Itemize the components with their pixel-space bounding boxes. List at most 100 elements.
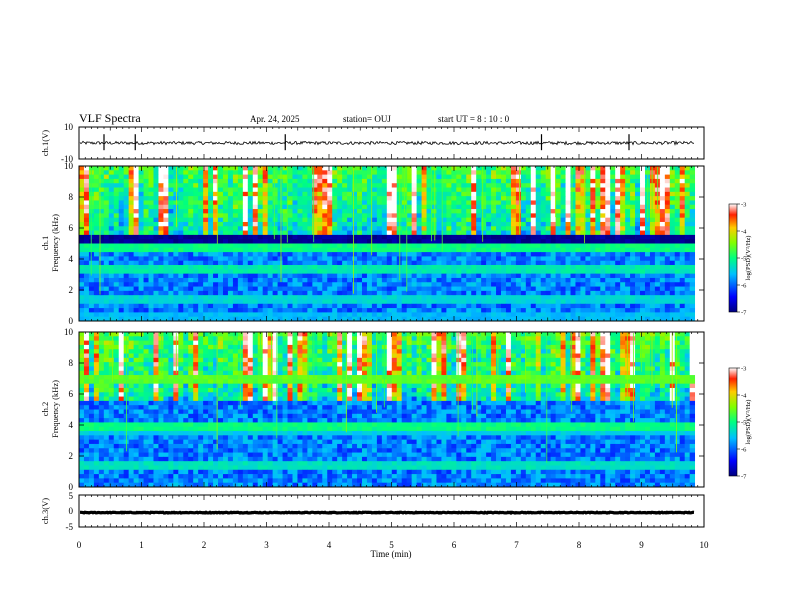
spectrogram-cell	[446, 308, 452, 313]
spectrogram-cell	[307, 230, 313, 236]
spectrogram-cell	[302, 200, 308, 206]
spectrogram-cell	[625, 234, 631, 240]
spectrogram-cell	[471, 213, 477, 219]
spectrogram-cell	[441, 247, 447, 253]
spectrogram-cell	[262, 191, 269, 197]
spectrogram-cell	[242, 213, 249, 219]
spectrogram-cell	[173, 196, 179, 201]
spectrogram-cell	[327, 299, 333, 305]
spectrogram-cell	[322, 234, 328, 240]
spectrogram-cell	[173, 170, 179, 176]
spectrogram-cell	[610, 170, 616, 176]
spectrogram-cell	[580, 256, 586, 262]
ch1-channel-label: ch.1	[40, 236, 50, 250]
spectrogram-cell	[441, 200, 447, 206]
spectrogram-cell	[153, 299, 159, 305]
spectrogram-cell	[302, 265, 308, 270]
spectrogram-cell	[590, 174, 596, 180]
spectrogram-cell	[491, 273, 497, 279]
spectrogram-cell	[610, 183, 616, 188]
spectrogram-cell	[525, 299, 532, 305]
spectrogram-cell	[605, 213, 611, 219]
spectrogram-cell	[505, 178, 512, 184]
spectrogram-cell	[327, 178, 333, 184]
spectrogram-cell	[515, 290, 522, 296]
spectrogram-cell	[565, 166, 571, 171]
spectrogram-cell	[322, 178, 328, 184]
spectrogram-cell	[213, 256, 219, 262]
spectrogram-cell	[436, 290, 442, 296]
spectrogram-cell	[232, 243, 239, 249]
spectrogram-cell	[83, 221, 90, 227]
spectrogram-cell	[540, 277, 547, 283]
spectrogram-cell	[272, 230, 278, 236]
spectrogram-cell	[560, 252, 566, 257]
spectrogram-cell	[515, 286, 522, 292]
spectrogram-cell	[505, 170, 512, 176]
spectrogram-cell	[222, 316, 229, 322]
spectrogram-cell	[327, 312, 333, 318]
figure-title: VLF Spectra	[79, 111, 141, 125]
spectrogram-cell	[163, 209, 169, 214]
spectrogram-cell	[575, 204, 581, 210]
spectrogram-cell	[237, 183, 244, 188]
spectrogram-cell	[302, 187, 308, 193]
spectrogram-cell	[610, 191, 616, 197]
spectrogram-cell	[376, 265, 383, 270]
spectrogram-cell	[322, 230, 328, 236]
spectrogram-cell	[352, 269, 358, 275]
spectrogram-cell	[113, 221, 120, 227]
spectrogram-cell	[545, 260, 552, 266]
spectrogram-cell	[406, 273, 413, 279]
spectrogram-cell	[342, 269, 348, 275]
spectrogram-cell	[476, 200, 482, 206]
spectrogram-cell	[347, 290, 353, 296]
spectrogram-cell	[456, 209, 462, 214]
spectrogram-cell	[352, 234, 358, 240]
spectrogram-cell	[357, 213, 363, 219]
spectrogram-cell	[689, 191, 696, 197]
spectrogram-cell	[297, 187, 303, 193]
spectrogram-cell	[530, 178, 537, 184]
spectrogram-cell	[297, 308, 303, 313]
spectrogram-cell	[242, 303, 249, 309]
spectrogram-cell	[218, 239, 224, 244]
spectrogram-cell	[491, 282, 497, 287]
spectrogram-cell	[411, 170, 417, 176]
spectrogram-cell	[615, 282, 621, 287]
spectrogram-cell	[501, 299, 507, 305]
spectrogram-cell	[520, 243, 527, 249]
spectrogram-cell	[570, 187, 576, 193]
spectrogram-cell	[332, 260, 338, 266]
spectrogram-cell	[664, 170, 671, 176]
spectrogram-cell	[446, 286, 452, 292]
spectrogram-cell	[247, 273, 254, 279]
spectrogram-cell	[466, 256, 472, 262]
spectrogram-cell	[208, 239, 214, 244]
spectrogram-cell	[386, 230, 393, 236]
spectrogram-cell	[208, 277, 214, 283]
spectrogram-cell	[416, 200, 422, 206]
spectrogram-cell	[535, 226, 542, 231]
spectrogram-cell	[535, 213, 542, 219]
spectrogram-cell	[198, 230, 204, 236]
spectrogram-cell	[486, 187, 492, 193]
spectrogram-cell	[128, 286, 135, 292]
spectrogram-cell	[525, 252, 532, 257]
spectrogram-cell	[277, 243, 283, 249]
spectrogram-cell	[376, 269, 383, 275]
spectrogram-cell	[575, 196, 581, 201]
spectrogram-cell	[153, 178, 159, 184]
spectrogram-cell	[610, 174, 616, 180]
spectrogram-cell	[148, 277, 154, 283]
spectrogram-cell	[178, 178, 184, 184]
spectrogram-cell	[436, 174, 442, 180]
spectrogram-cell	[83, 282, 90, 287]
spectrogram-cell	[153, 273, 159, 279]
spectrogram-cell	[83, 316, 90, 322]
spectrogram-cell	[79, 170, 85, 176]
spectrogram-cell	[689, 170, 696, 176]
spectrogram-cell	[456, 221, 462, 227]
spectrogram-cell	[550, 217, 557, 223]
spectrogram-cell	[352, 204, 358, 210]
